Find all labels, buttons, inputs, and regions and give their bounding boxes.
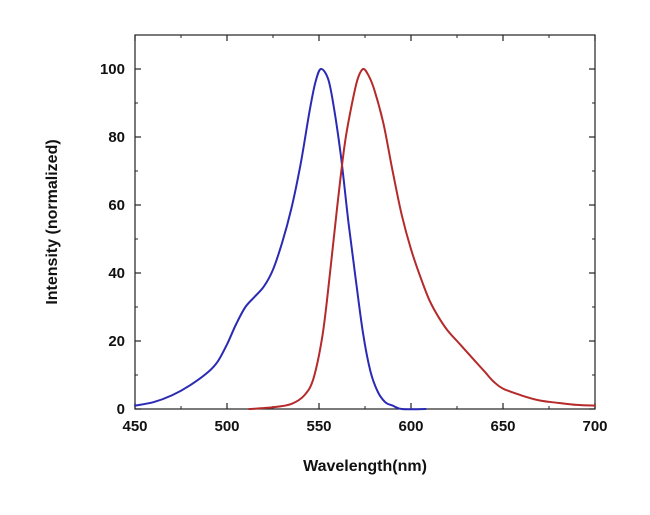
y-tick-label: 60 <box>108 197 125 214</box>
y-tick-label: 100 <box>100 61 125 78</box>
x-tick-label: 500 <box>214 418 239 435</box>
x-tick-label: 650 <box>490 418 515 435</box>
series-line-1 <box>134 67 427 411</box>
x-tick-label: 700 <box>582 418 607 435</box>
x-tick-label: 600 <box>398 418 423 435</box>
series-layer <box>134 67 596 411</box>
y-tick-label: 20 <box>108 333 125 350</box>
y-axis: 0 20 40 60 80 100 <box>100 34 595 418</box>
series-line-2 <box>248 67 596 410</box>
x-axis-title: Wavelength(nm) <box>303 458 427 475</box>
x-tick-label: 550 <box>306 418 331 435</box>
plot-frame <box>134 34 596 410</box>
x-tick-label: 450 <box>122 418 147 435</box>
x-axis: 450 500 550 600 650 700 <box>122 35 608 435</box>
y-tick-label: 40 <box>108 265 125 282</box>
y-axis-title: Intensity (normalized) <box>44 139 61 304</box>
y-tick-label: 80 <box>108 129 125 146</box>
y-tick-label: 0 <box>117 401 125 418</box>
